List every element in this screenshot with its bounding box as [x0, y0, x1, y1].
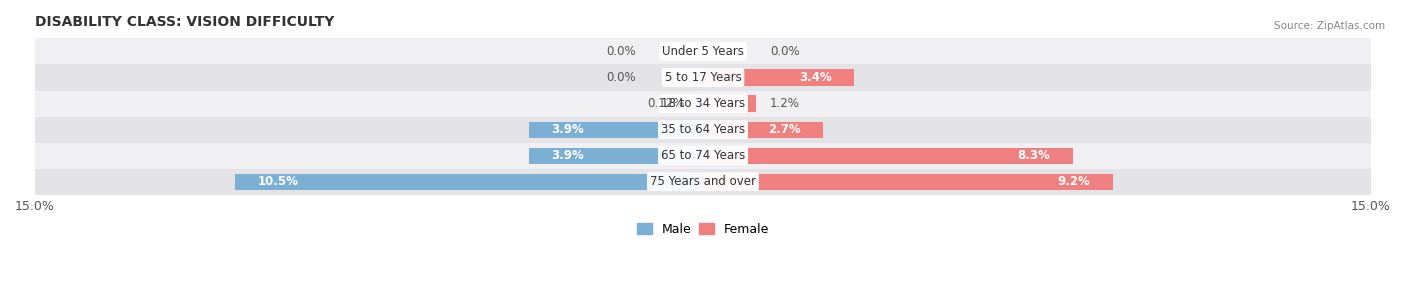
Text: 0.0%: 0.0%: [770, 45, 800, 58]
Bar: [35, 169, 1371, 195]
Text: 10.5%: 10.5%: [257, 175, 298, 188]
Bar: [703, 122, 824, 138]
Bar: [235, 174, 703, 190]
Text: 35 to 64 Years: 35 to 64 Years: [661, 123, 745, 136]
Bar: [35, 38, 1371, 64]
Text: 18 to 34 Years: 18 to 34 Years: [661, 97, 745, 110]
Bar: [35, 116, 1371, 143]
Bar: [529, 122, 703, 138]
Text: 9.2%: 9.2%: [1057, 175, 1091, 188]
Bar: [35, 64, 1371, 91]
Text: 1.2%: 1.2%: [770, 97, 800, 110]
Text: 3.4%: 3.4%: [800, 71, 832, 84]
Text: 5 to 17 Years: 5 to 17 Years: [665, 71, 741, 84]
Bar: [35, 91, 1371, 116]
Bar: [703, 174, 1112, 190]
Text: 0.0%: 0.0%: [606, 45, 636, 58]
Text: 0.0%: 0.0%: [606, 71, 636, 84]
Text: DISABILITY CLASS: VISION DIFFICULTY: DISABILITY CLASS: VISION DIFFICULTY: [35, 15, 335, 29]
Bar: [703, 147, 1073, 164]
Bar: [703, 95, 756, 112]
Text: Source: ZipAtlas.com: Source: ZipAtlas.com: [1274, 21, 1385, 31]
Text: 8.3%: 8.3%: [1018, 149, 1050, 162]
Bar: [703, 69, 855, 85]
Text: 0.12%: 0.12%: [647, 97, 685, 110]
Text: 2.7%: 2.7%: [768, 123, 801, 136]
Text: 65 to 74 Years: 65 to 74 Years: [661, 149, 745, 162]
Legend: Male, Female: Male, Female: [631, 218, 775, 241]
Text: 3.9%: 3.9%: [551, 149, 585, 162]
Bar: [529, 147, 703, 164]
Text: Under 5 Years: Under 5 Years: [662, 45, 744, 58]
Text: 3.9%: 3.9%: [551, 123, 585, 136]
Text: 75 Years and over: 75 Years and over: [650, 175, 756, 188]
Bar: [697, 95, 703, 112]
Bar: [35, 143, 1371, 169]
